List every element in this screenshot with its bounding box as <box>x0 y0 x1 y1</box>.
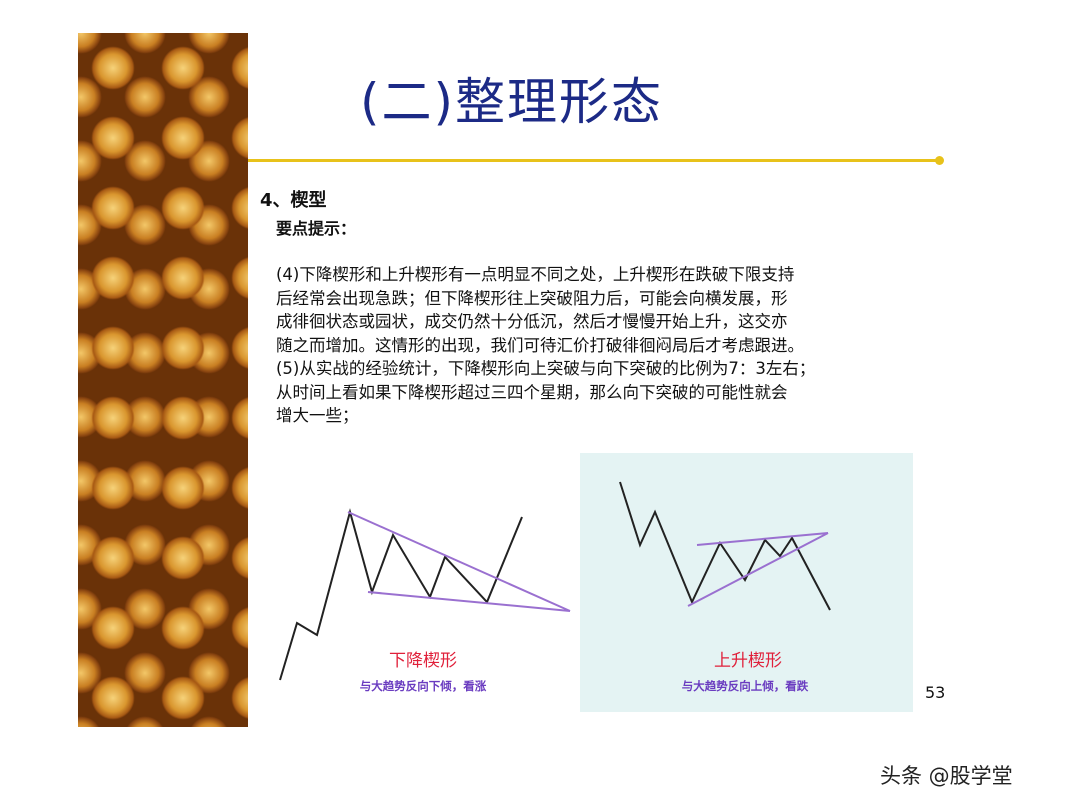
body-line: 后经常会出现急跌；但下降楔形往上突破阻力后，可能会向横发展，形 <box>276 288 788 308</box>
body-line: 随之而增加。这情形的出现，我们可待汇价打破徘徊闷局后才考虑跟进。 <box>276 335 804 355</box>
falling-wedge-upper-trendline <box>347 511 571 612</box>
falling-wedge-price-line <box>279 508 523 681</box>
watermark: 头条 @股学堂 <box>880 764 1013 788</box>
rising-wedge-caption: 与大趋势反向上倾，看跌 <box>681 679 809 693</box>
body-line: (4)下降楔形和上升楔形有一点明显不同之处，上升楔形在跌破下限支持 <box>276 265 795 284</box>
falling-wedge-diagram <box>279 508 571 681</box>
body-text: (4)下降楔形和上升楔形有一点明显不同之处，上升楔形在跌破下限支持 后经常会出现… <box>276 263 956 428</box>
section-heading: 4、楔型 <box>260 190 327 211</box>
body-line: 增大一些； <box>276 406 359 425</box>
divider-dot <box>935 156 944 165</box>
rising-wedge-price-line <box>619 481 831 611</box>
rising-wedge-lower-trendline <box>687 532 829 607</box>
slide-title: (二)整理形态 <box>360 73 664 131</box>
rising-wedge-diagram <box>619 481 831 611</box>
rising-wedge-upper-trendline <box>696 532 829 546</box>
body-line: 从时间上看如果下降楔形超过三四个星期，那么向下突破的可能性就会 <box>276 382 788 402</box>
rising-wedge-label: 上升楔形 <box>714 651 782 671</box>
gold-coins-image <box>78 33 248 727</box>
body-line: (5)从实战的经验统计，下降楔形向上突破与向下突破的比例为7：3左右； <box>276 359 816 378</box>
page-number: 53 <box>925 683 946 702</box>
body-line: 成徘徊状态或园状，成交仍然十分低沉，然后才慢慢开始上升，这交亦 <box>276 312 788 331</box>
falling-wedge-label: 下降楔形 <box>389 651 457 671</box>
falling-wedge-lower-trendline <box>367 591 571 612</box>
falling-wedge-caption: 与大趋势反向下倾，看涨 <box>359 679 487 693</box>
rising-wedge-panel <box>580 453 913 712</box>
title-divider <box>248 159 940 162</box>
tip-label: 要点提示： <box>276 219 357 238</box>
